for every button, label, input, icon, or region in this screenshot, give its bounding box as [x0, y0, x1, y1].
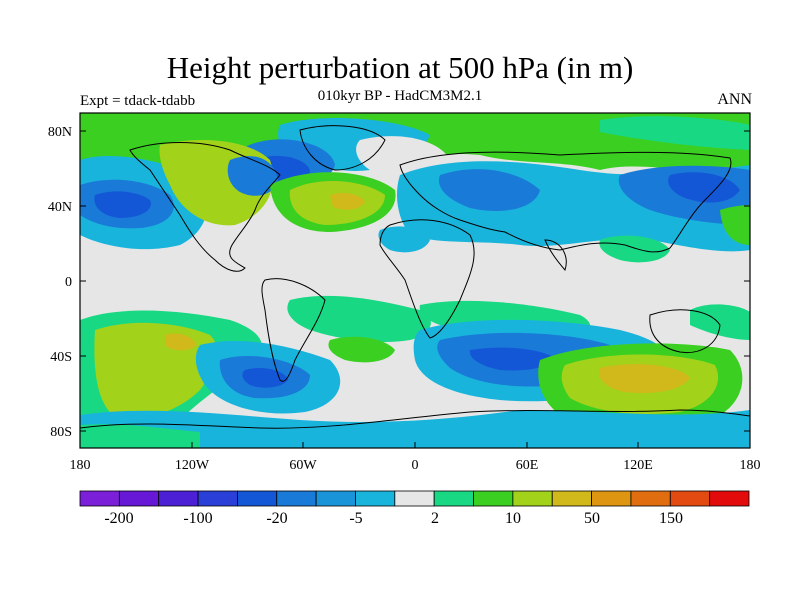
colorbar-swatch [630, 490, 671, 507]
colorbar-label: 2 [431, 510, 439, 527]
field-sindian-darkblue [469, 347, 555, 371]
colorbar-swatch [276, 490, 317, 507]
field-eurasia-blue [438, 169, 540, 211]
colorbar-label: 150 [659, 510, 683, 527]
coast-indian-subcontinent [544, 239, 567, 271]
lat-label: 80N [48, 125, 72, 140]
coast-antarctica [80, 409, 750, 429]
subtitle: 010kyr BP - HadCM3M2.1 [317, 88, 483, 104]
field-indochina-teal [599, 235, 670, 263]
lon-label: 120E [623, 458, 653, 473]
colorbar-swatch [158, 490, 199, 507]
colorbar-swatch [709, 490, 750, 507]
latitude-labels: 80N 40N 0 40S 80S [48, 125, 72, 440]
field-satlantic-teal [287, 295, 431, 342]
colorbar-swatch [237, 490, 278, 507]
lon-label: 60W [289, 458, 317, 473]
season-label: ANN [717, 91, 752, 108]
field-spacific-olive [165, 333, 196, 351]
colorbar-swatch [315, 490, 356, 507]
field-sam-green [328, 336, 395, 363]
tick-marks [79, 130, 751, 448]
colorbar-label: -100 [183, 510, 212, 527]
lon-label: 60E [516, 458, 539, 473]
colorbar-label: 10 [505, 510, 521, 527]
colorbar-swatch [197, 490, 238, 507]
colorbar [79, 490, 750, 507]
colorbar-swatch [551, 490, 592, 507]
lat-label: 40N [48, 200, 72, 215]
coast-south-america [261, 278, 326, 382]
colorbar-swatch [669, 490, 711, 507]
colorbar-label: -5 [349, 510, 362, 527]
lat-label: 80S [50, 425, 72, 440]
field-sam-darkblue [242, 368, 288, 388]
lon-label: 0 [412, 458, 419, 473]
field-antarctic-teal [80, 424, 200, 448]
lon-label: 180 [70, 458, 91, 473]
field-antarctic-lightblue [80, 410, 750, 448]
field-natlantic-olive [330, 192, 365, 210]
coast-australia [649, 309, 721, 354]
experiment-label: Expt = tdack-tdabb [80, 93, 196, 109]
colorbar-swatch [394, 490, 435, 507]
colorbar-swatch [512, 490, 553, 507]
lat-label: 40S [50, 350, 72, 365]
colorbar-swatch [355, 490, 396, 507]
field-atlantic-lightblue [378, 226, 430, 253]
field-austral-olive [599, 364, 690, 394]
coast-greenland [299, 125, 386, 171]
field-wpacific-green [720, 205, 750, 245]
coast-north-america [129, 142, 281, 272]
coastlines [80, 125, 750, 429]
contour-field [80, 113, 750, 448]
page-title: Height perturbation at 500 hPa (in m) [166, 50, 634, 85]
lat-label: 0 [65, 275, 72, 290]
colorbar-label: 50 [584, 510, 600, 527]
colorbar-labels: -200 -100 -20 -5 2 10 50 150 [104, 510, 683, 527]
colorbar-label: -20 [266, 510, 287, 527]
longitude-labels: 180 120W 60W 0 60E 120E 180 [70, 458, 761, 473]
colorbar-swatch [591, 490, 632, 507]
colorbar-swatch [433, 490, 474, 507]
colorbar-swatch [79, 490, 120, 507]
coast-eurasia [399, 151, 732, 253]
lon-label: 180 [740, 458, 761, 473]
colorbar-swatch [118, 490, 160, 507]
colorbar-swatch [473, 490, 514, 507]
colorbar-label: -200 [104, 510, 133, 527]
field-ne-teal [600, 116, 750, 150]
field-npacific-darkblue [94, 191, 151, 218]
coast-africa [379, 219, 475, 339]
field-asia-darkblue [668, 172, 740, 203]
lon-label: 120W [175, 458, 210, 473]
